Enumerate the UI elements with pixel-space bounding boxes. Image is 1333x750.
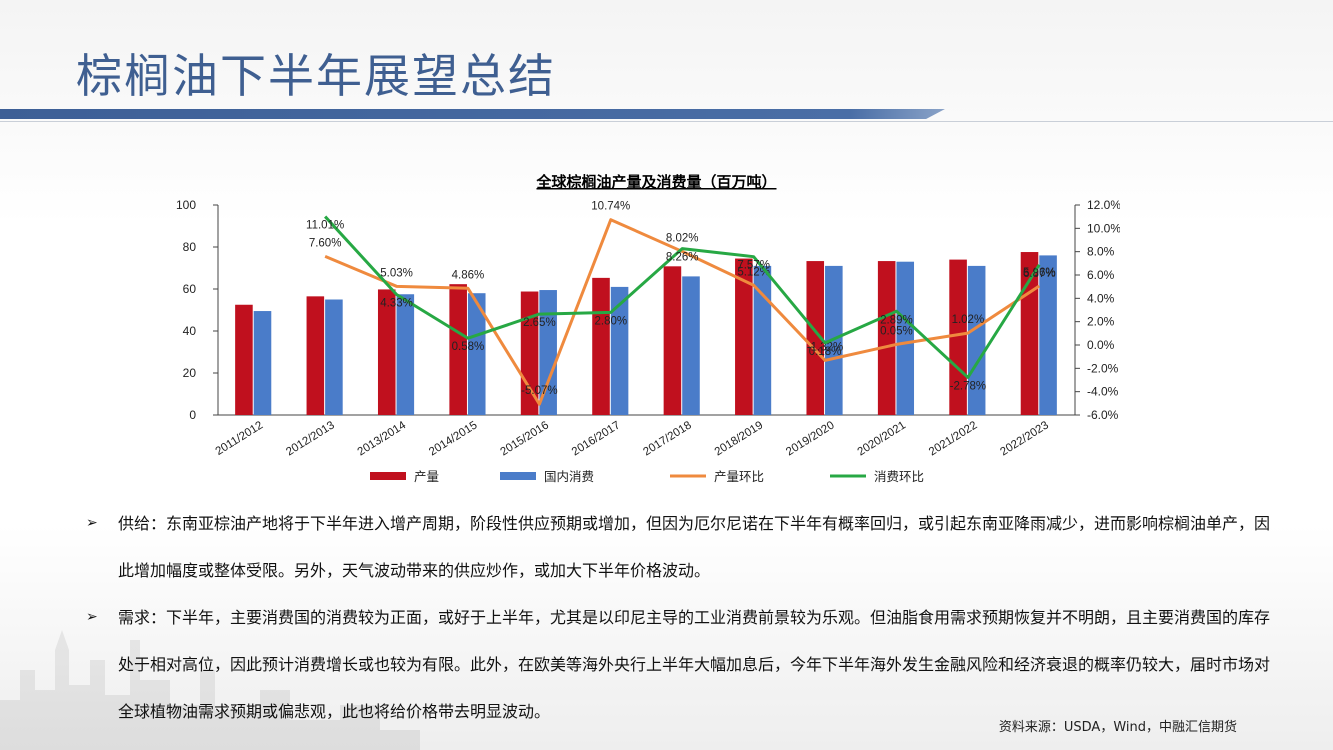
bar-consumption — [253, 311, 272, 415]
right-axis-tick-label: 0.0% — [1087, 338, 1115, 352]
right-axis-tick-label: 10.0% — [1087, 221, 1120, 235]
bar-production — [306, 296, 325, 415]
right-axis-tick-label: -4.0% — [1087, 385, 1119, 399]
x-axis-tick-label: 2014/2015 — [427, 419, 479, 458]
left-axis-tick-label: 40 — [183, 324, 197, 338]
right-axis-tick-label: 4.0% — [1087, 291, 1115, 305]
title-divider — [0, 121, 1333, 122]
x-axis-tick-label: 2020/2021 — [856, 419, 908, 458]
bar-production — [735, 258, 753, 415]
page-title: 棕榈油下半年展望总结 — [76, 49, 556, 103]
bar-consumption — [753, 265, 772, 415]
skyline-decoration — [0, 630, 420, 750]
bar-production — [592, 277, 610, 415]
data-label: 2.80% — [594, 315, 627, 327]
bar-production — [377, 289, 396, 415]
left-axis-tick-label: 100 — [176, 198, 196, 212]
line-production-change — [324, 218, 1041, 406]
data-label: 2.89% — [880, 314, 913, 326]
data-label: 5.12% — [737, 266, 770, 278]
bar-production — [520, 291, 539, 415]
bullet-list: ➢ 供给：东南亚棕油产地将于下半年进入增产周期，阶段性供应预期或增加，但因为厄尔… — [86, 500, 1276, 735]
data-label: 6.87% — [1023, 268, 1056, 280]
bar-production — [663, 266, 682, 415]
x-axis-tick-label: 2015/2016 — [498, 419, 550, 458]
x-axis-tick-label: 2021/2022 — [927, 419, 979, 458]
bullet-arrow-icon: ➢ — [86, 515, 98, 531]
right-axis-tick-label: 2.0% — [1087, 315, 1115, 329]
legend-label: 消费环比 — [874, 470, 924, 484]
data-label: 8.26% — [666, 252, 699, 264]
bar-production — [949, 259, 967, 415]
data-label: -1.32% — [807, 341, 843, 353]
bar-production — [235, 304, 253, 415]
bar-production — [806, 261, 825, 415]
data-label: 0.05% — [880, 325, 913, 337]
data-label: 0.18% — [809, 346, 842, 358]
data-label: -2.78% — [950, 380, 986, 392]
bullet-supply-text: 供给：东南亚棕油产地将于下半年进入增产周期，阶段性供应预期或增加，但因为厄尔尼诺… — [118, 514, 1271, 580]
x-axis-tick-label: 2019/2020 — [784, 419, 836, 458]
data-label: 10.74% — [591, 201, 630, 213]
right-axis-tick-label: 6.0% — [1087, 268, 1115, 282]
bar-consumption — [325, 299, 343, 415]
bar-consumption — [396, 294, 415, 415]
left-axis-tick-label: 20 — [183, 366, 197, 380]
legend-label: 国内消费 — [544, 470, 594, 484]
x-axis-tick-label: 2011/2012 — [214, 419, 266, 458]
left-axis-tick-label: 80 — [183, 240, 197, 254]
palm-oil-chart: 全球棕榈油产量及消费量（百万吨） 0 20 40 60 80 100 -6.0% -4.0% -2… — [176, 173, 1120, 484]
bar-production — [1020, 252, 1039, 415]
bar-consumption — [539, 290, 557, 415]
data-label: -5.07% — [521, 385, 557, 397]
left-axis-tick-label: 60 — [183, 282, 197, 296]
line-consumption-change — [324, 215, 1041, 379]
data-label: 8.02% — [666, 232, 699, 244]
data-label: 7.60% — [309, 237, 342, 249]
data-label: 1.02% — [952, 314, 985, 326]
right-axis-tick-label: 8.0% — [1087, 245, 1115, 259]
x-axis-tick-label: 2016/2017 — [570, 419, 622, 458]
bar-consumption — [610, 286, 629, 415]
bullet-demand: ➢ 需求：下半年，主要消费国的消费较为正面，或好于上半年，尤其是以印尼主导的工业… — [86, 594, 1276, 735]
x-axis-tick-label: 2013/2014 — [356, 419, 409, 458]
data-label: 2.65% — [523, 317, 556, 329]
data-label: 7.57% — [737, 260, 770, 272]
chart-title: 全球棕榈油产量及消费量（百万吨） — [535, 173, 776, 191]
data-label: 4.86% — [452, 269, 485, 281]
source-note: 资料来源：USDA，Wind，中融汇信期货 — [998, 720, 1237, 735]
bar-consumption — [682, 276, 700, 415]
data-label: 4.33% — [380, 297, 413, 309]
left-axis-tick-label: 0 — [189, 408, 196, 422]
data-label: 11.01% — [306, 220, 344, 232]
bullet-arrow-icon: ➢ — [86, 609, 98, 625]
bar-consumption — [1039, 255, 1057, 415]
legend-swatch — [500, 472, 536, 480]
data-label: 0.58% — [452, 341, 485, 353]
bullet-demand-text: 需求：下半年，主要消费国的消费较为正面，或好于上半年，尤其是以印尼主导的工业消费… — [118, 608, 1271, 721]
title-underline-bar — [0, 109, 945, 119]
bar-consumption — [896, 261, 915, 415]
bar-production — [449, 284, 467, 415]
legend-swatch — [370, 472, 406, 480]
bar-production — [877, 261, 896, 415]
legend-label: 产量环比 — [714, 470, 764, 484]
right-axis-tick-label: 12.0% — [1087, 198, 1120, 212]
bullet-supply: ➢ 供给：东南亚棕油产地将于下半年进入增产周期，阶段性供应预期或增加，但因为厄尔… — [86, 500, 1276, 594]
bar-consumption — [467, 293, 486, 415]
data-label: 5.03% — [380, 267, 413, 279]
x-axis-tick-label: 2017/2018 — [641, 419, 693, 458]
bar-consumption — [967, 265, 986, 415]
right-axis-tick-label: -6.0% — [1087, 408, 1119, 422]
x-axis-tick-label: 2022/2023 — [998, 419, 1050, 458]
right-axis-tick-label: -2.0% — [1087, 361, 1119, 375]
legend-label: 产量 — [414, 470, 439, 484]
x-axis-tick-label: 2012/2013 — [284, 419, 336, 458]
x-axis-tick-label: 2018/2019 — [713, 419, 765, 458]
